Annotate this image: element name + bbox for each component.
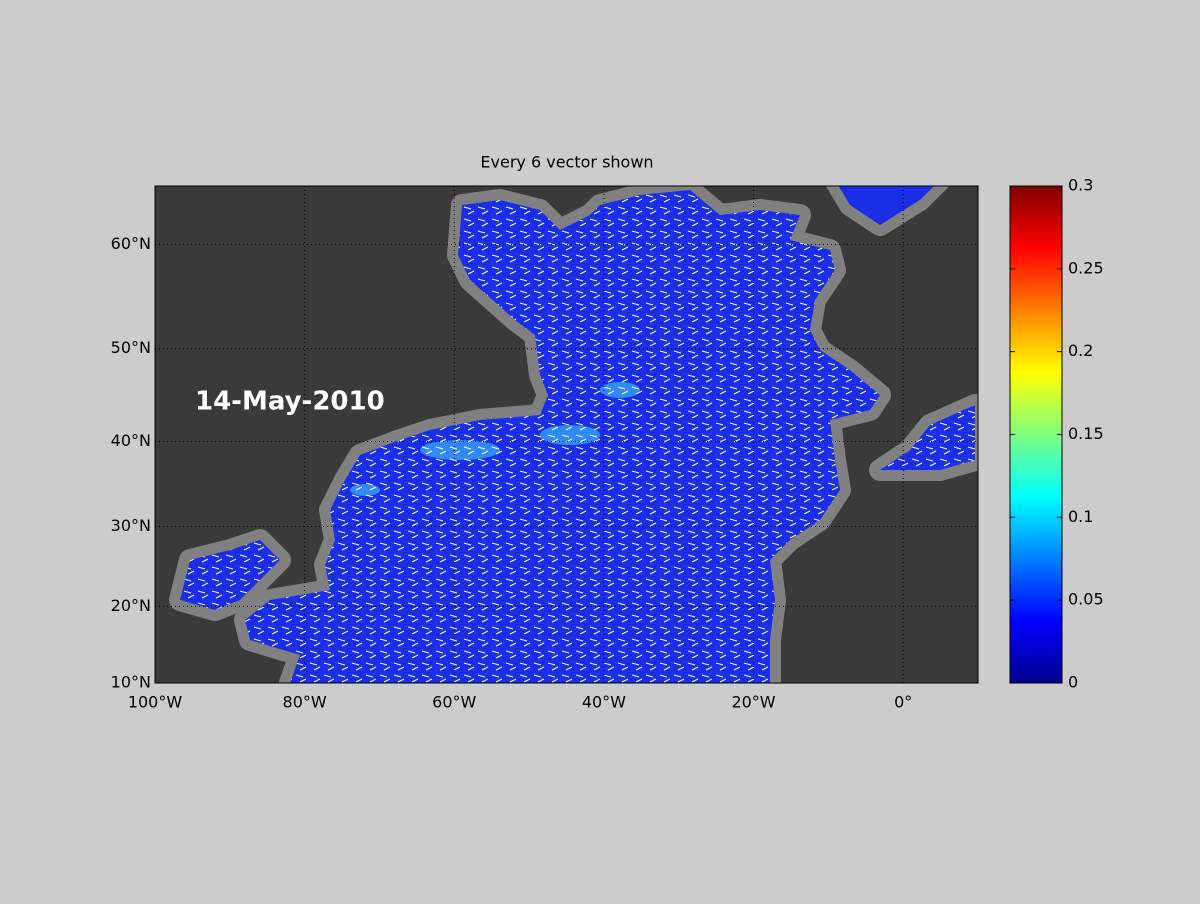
x-tick-label: 100°W (128, 693, 183, 712)
colorbar-tick-label: 0.15 (1068, 424, 1104, 443)
y-tick-label: 20°N (111, 596, 151, 615)
y-tick-label: 50°N (111, 338, 151, 357)
colorbar-tick-label: 0.2 (1068, 341, 1093, 360)
date-label: 14-May-2010 (195, 387, 385, 417)
x-tick-label: 80°W (283, 693, 327, 712)
colorbar-tick-label: 0.25 (1068, 258, 1104, 277)
colorbar (1009, 185, 1063, 684)
vectors (180, 190, 975, 683)
x-tick-label: 40°W (582, 693, 626, 712)
y-tick-label: 30°N (111, 516, 151, 535)
grid (155, 186, 978, 683)
title: Every 6 vector shown (480, 153, 653, 172)
y-tick-label: 10°N (111, 673, 151, 692)
x-tick-label: 0° (894, 693, 912, 712)
y-tick-label: 60°N (111, 234, 151, 253)
colorbar-tick-label: 0.1 (1068, 507, 1093, 526)
x-tick-label: 60°W (432, 693, 476, 712)
colorbar-tick-label: 0.3 (1068, 176, 1093, 195)
colorbar-tick-label: 0.05 (1068, 590, 1104, 609)
x-tick-label: 20°W (731, 693, 775, 712)
colorbar-tick-label: 0 (1068, 673, 1078, 692)
map-area (155, 186, 978, 683)
y-tick-label: 40°N (111, 431, 151, 450)
axes-box (154, 185, 979, 684)
